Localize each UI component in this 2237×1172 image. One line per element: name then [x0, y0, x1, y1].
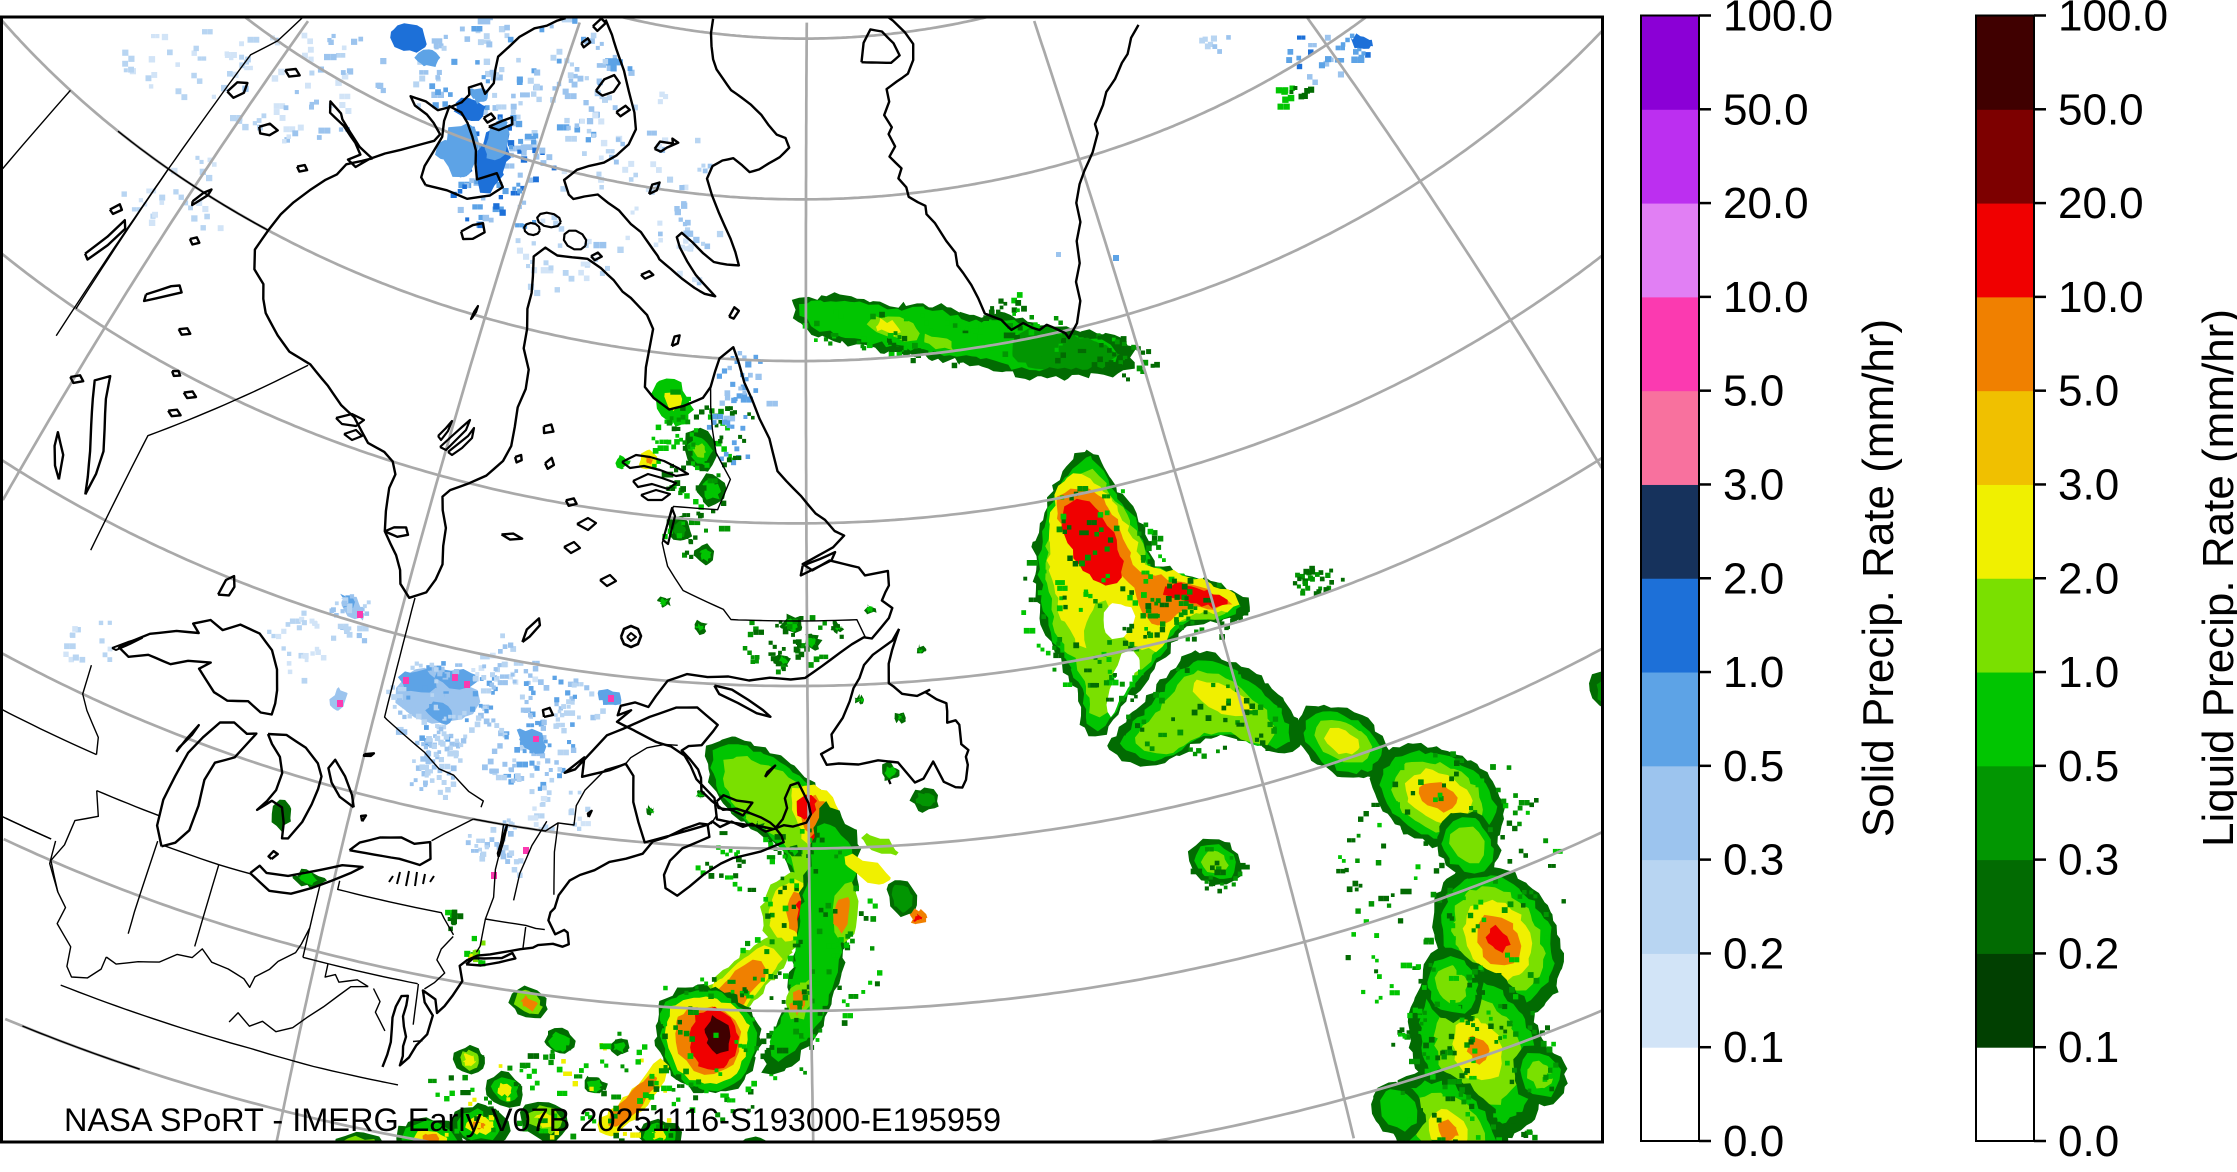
svg-text:0.1: 0.1	[2058, 1023, 2119, 1072]
svg-text:50.0: 50.0	[1723, 85, 1809, 134]
svg-text:Solid Precip. Rate (mm/hr): Solid Precip. Rate (mm/hr)	[1854, 319, 1903, 837]
svg-text:3.0: 3.0	[1723, 460, 1784, 509]
svg-text:0.5: 0.5	[1723, 742, 1784, 791]
svg-text:0.0: 0.0	[2058, 1117, 2119, 1166]
svg-text:5.0: 5.0	[2058, 367, 2119, 416]
svg-text:0.2: 0.2	[2058, 929, 2119, 978]
svg-text:0.3: 0.3	[2058, 836, 2119, 885]
svg-text:50.0: 50.0	[2058, 85, 2144, 134]
svg-text:NASA SPoRT - IMERG Early V07B: NASA SPoRT - IMERG Early V07B 20251116-S…	[64, 1102, 1001, 1138]
svg-text:5.0: 5.0	[1723, 367, 1784, 416]
svg-text:1.0: 1.0	[1723, 648, 1784, 697]
svg-text:Liquid Precip. Rate (mm/hr): Liquid Precip. Rate (mm/hr)	[2194, 309, 2237, 847]
svg-text:0.2: 0.2	[1723, 929, 1784, 978]
svg-text:2.0: 2.0	[2058, 554, 2119, 603]
svg-text:0.0: 0.0	[1723, 1117, 1784, 1166]
svg-text:3.0: 3.0	[2058, 460, 2119, 509]
svg-text:0.5: 0.5	[2058, 742, 2119, 791]
svg-text:10.0: 10.0	[1723, 273, 1809, 322]
svg-text:20.0: 20.0	[1723, 179, 1809, 228]
svg-text:2.0: 2.0	[1723, 554, 1784, 603]
svg-text:10.0: 10.0	[2058, 273, 2144, 322]
svg-text:20.0: 20.0	[2058, 179, 2144, 228]
svg-text:100.0: 100.0	[1723, 0, 1833, 41]
svg-text:0.3: 0.3	[1723, 836, 1784, 885]
svg-text:100.0: 100.0	[2058, 0, 2168, 41]
svg-text:0.1: 0.1	[1723, 1023, 1784, 1072]
svg-text:1.0: 1.0	[2058, 648, 2119, 697]
